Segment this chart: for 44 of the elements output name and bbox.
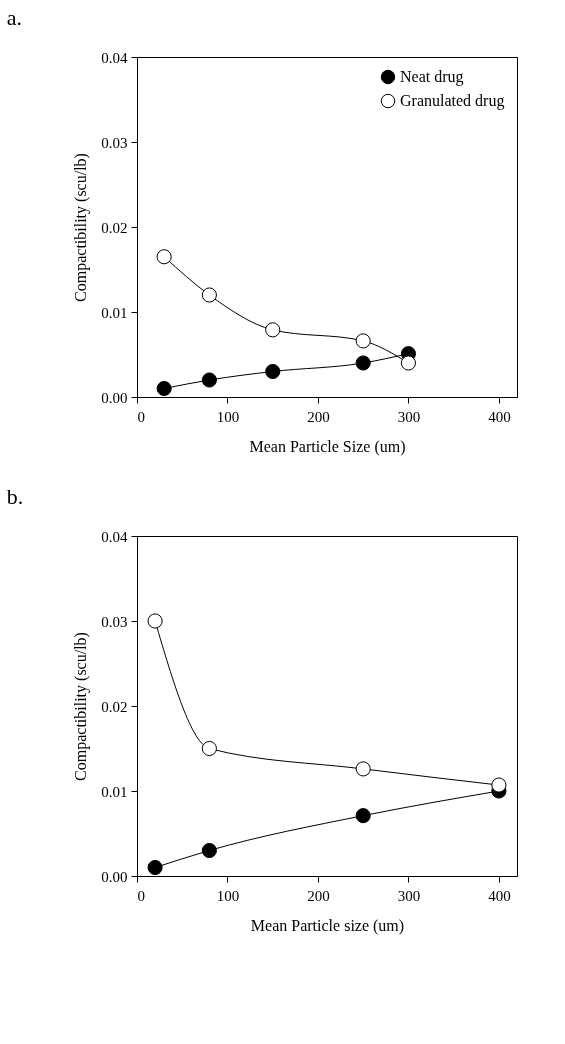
y-tick-label: 0.02 bbox=[101, 219, 128, 236]
x-tick-label: 300 bbox=[397, 408, 421, 425]
point bbox=[201, 372, 217, 388]
y-tick-label: 0.00 bbox=[101, 389, 128, 406]
point bbox=[201, 842, 217, 859]
chart-title: a. bbox=[6, 5, 23, 30]
point bbox=[355, 761, 371, 777]
point bbox=[265, 322, 281, 338]
y-tick-label: 0.01 bbox=[101, 304, 128, 321]
point bbox=[400, 355, 416, 371]
x-tick-label: 300 bbox=[397, 887, 421, 904]
point bbox=[265, 363, 281, 380]
y-tick-label: 0.00 bbox=[101, 868, 128, 885]
x-axis-title: Mean Particle Size (um) bbox=[249, 437, 406, 456]
x-tick-label: 200 bbox=[307, 408, 330, 425]
legend-label: Neat drug bbox=[400, 68, 464, 86]
point bbox=[201, 740, 217, 757]
y-tick-label: 0.03 bbox=[101, 134, 128, 151]
x-tick-label: 400 bbox=[488, 887, 511, 904]
y-tick-label: 0.04 bbox=[101, 49, 128, 66]
x-tick-label: 100 bbox=[216, 887, 240, 904]
x-tick-label: 0 bbox=[137, 887, 145, 904]
point bbox=[156, 380, 172, 397]
point bbox=[355, 808, 371, 824]
point bbox=[147, 859, 163, 876]
point bbox=[201, 287, 217, 303]
point bbox=[147, 613, 163, 629]
x-tick-label: 400 bbox=[488, 408, 511, 425]
x-tick-label: 200 bbox=[307, 887, 330, 904]
y-tick-label: 0.02 bbox=[101, 698, 128, 715]
y-axis-title: Compactibility (scu/lb) bbox=[72, 632, 91, 781]
point bbox=[491, 777, 507, 793]
y-axis-title: Compactibility (scu/lb) bbox=[72, 153, 91, 302]
y-tick-label: 0.04 bbox=[101, 528, 128, 545]
x-tick-label: 100 bbox=[216, 408, 240, 425]
y-tick-label: 0.03 bbox=[101, 613, 128, 630]
chart-title: b. bbox=[6, 484, 24, 509]
y-tick-label: 0.01 bbox=[101, 783, 128, 800]
x-axis-title: Mean Particle size (um) bbox=[250, 916, 405, 935]
point bbox=[355, 333, 371, 349]
point bbox=[156, 249, 172, 265]
x-tick-label: 0 bbox=[137, 408, 145, 425]
point bbox=[355, 355, 371, 371]
legend-label: Granulated drug bbox=[400, 92, 505, 110]
